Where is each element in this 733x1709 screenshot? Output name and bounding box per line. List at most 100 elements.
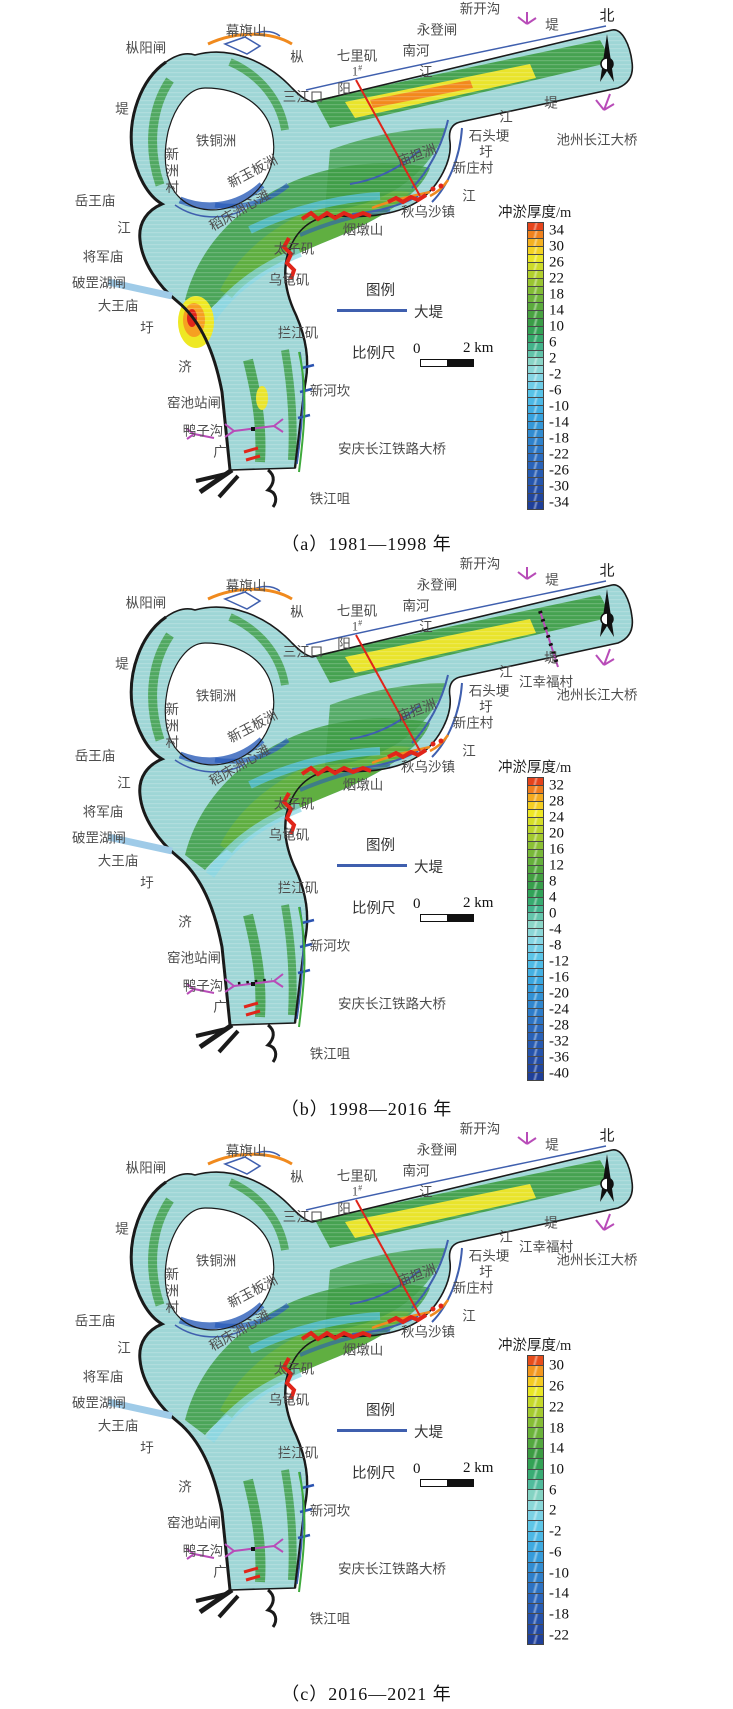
panel-caption: （b）1998—2016 年 [280,1099,453,1119]
scale-end-value: 2 km [463,895,494,911]
scale-end-value: 2 km [463,1460,494,1476]
scale-label: 比例尺 [352,901,396,917]
scale-label: 比例尺 [352,1466,396,1482]
colorbar-cell [528,285,543,294]
colorbar-tick-label: -28 [549,1017,569,1034]
river-map [107,567,634,1063]
colorbar-cell [528,357,543,366]
legend-title: 图例 [366,838,395,854]
colorbar-cell [528,1024,543,1032]
colorbar-tick-label: -2 [549,366,562,383]
colorbar-cell [528,848,543,857]
deposition-patches [131,29,633,470]
colorbar-cell [528,1633,543,1645]
legend-title: 图例 [366,283,395,299]
colorbar-cell [528,253,543,262]
legend-title: 图例 [366,1403,395,1419]
levee-lines [107,25,607,473]
colorbar-tick-label: -30 [549,478,569,495]
colorbar-cell [528,341,543,350]
colorbar-tick-label: -26 [549,462,569,479]
colorbar-cell [528,461,543,470]
colorbar-tick-label: 30 [549,238,564,255]
bridge-symbols [186,1132,615,1560]
colorbar-cell [528,1551,543,1562]
colorbar-cell [528,1592,543,1603]
colorbar-cell [528,1000,543,1009]
colorbar-cell [528,984,543,993]
colorbar-cell [528,1571,543,1583]
colorbar-cell [528,1008,543,1017]
colorbar-cell [528,1489,543,1500]
colorbar-tick-label: 30 [549,1357,564,1374]
bank-outline [129,584,634,1063]
scale-bar-black-half [447,1480,473,1486]
colorbar-tick-label: -8 [549,937,562,954]
scale-bar-black-half [447,360,473,366]
colorbar: 30 26 22 18 14 10 6 2 -2 -6 -10 -14 -18 -22 [527,1355,569,1645]
levee-legend-line-swatch [337,309,407,312]
colorbar-tick-label: -6 [549,1544,562,1561]
scale-bar-white-half [421,1480,447,1486]
map-area: 北 图例 大堤 比例尺 0 2 km 冲淤厚度/m 32 28 24 20 16 12 8 4… [0,555,733,1081]
colorbar-cell [528,944,543,953]
colorbar-cell [528,325,543,334]
colorbar-title: 冲淤厚度/m [498,205,572,221]
colorbar-tick-label: 16 [549,841,564,858]
scale-bar [420,914,474,922]
colorbar-cell [528,229,543,238]
bank-outline [129,29,634,508]
map-area: 北 图例 大堤 比例尺 0 2 km 冲淤厚度/m 34 30 26 22 18 14 10… [0,0,733,520]
colorbar-tick-label: 26 [549,254,564,271]
colorbar-tick-label: -34 [549,494,569,511]
colorbar-cell [528,1540,543,1552]
colorbar-cell [528,784,543,793]
colorbar-cell [528,223,543,230]
colorbar-cell [528,429,543,438]
colorbar-cell [528,477,543,485]
colorbar-cell [528,1530,543,1541]
colorbar-cell [528,1032,543,1040]
colorbar-cell [528,1047,543,1056]
levee-legend-line-swatch [337,1429,407,1432]
colorbar-tick-label: -18 [549,1606,569,1623]
map-panel: 北 图例 大堤 比例尺 0 2 km 冲淤厚度/m 32 28 24 20 16 12 8 4… [0,555,733,1120]
colorbar-tick-label: 2 [549,1502,557,1519]
levee-lines [107,580,607,1028]
revetment-marks [243,1303,444,1582]
scale-end-value: 2 km [463,340,494,356]
colorbar-cell [528,856,543,865]
colorbar-cell [528,277,543,286]
colorbar-tick-label: 10 [549,318,564,335]
colorbar-cell [528,864,543,873]
colorbar-title: 冲淤厚度/m [498,1338,572,1354]
map-panel: 北 图例 大堤 比例尺 0 2 km 冲淤厚度/m 30 26 22 18 14 10 6 2… [0,1120,733,1709]
colorbar-cell [528,492,543,501]
colorbar-tick-label: 14 [549,302,564,319]
revetment-marks [243,738,444,1017]
section-line [355,79,421,197]
levee-legend-label: 大堤 [414,305,443,321]
colorbar-cell [528,413,543,422]
colorbar-tick-label: 18 [549,286,564,303]
colorbar-cell [528,500,543,509]
colorbar-tick-label: 24 [549,809,564,826]
colorbar-cell [528,1375,543,1386]
colorbar-tick-label: 8 [549,873,557,890]
colorbar-cell [528,1447,543,1459]
bank-outline [129,1149,634,1628]
scale-bar-white-half [421,915,447,921]
panel-caption: （a）1981—1998 年 [281,534,452,554]
colorbar-tick-label: 18 [549,1420,564,1436]
colorbar-tick-label: -32 [549,1033,569,1050]
colorbar-cell [528,778,543,785]
colorbar-cell [528,1582,543,1593]
colorbar-tick-label: -14 [549,1585,569,1602]
colorbar-tick-label: 12 [549,857,564,874]
colorbar-tick-label: -6 [549,382,562,399]
colorbar-tick-label: 14 [549,1440,564,1457]
colorbar-tick-label: -10 [549,398,569,415]
colorbar-cell [528,437,543,446]
colorbar-tick-label: -40 [549,1065,569,1082]
